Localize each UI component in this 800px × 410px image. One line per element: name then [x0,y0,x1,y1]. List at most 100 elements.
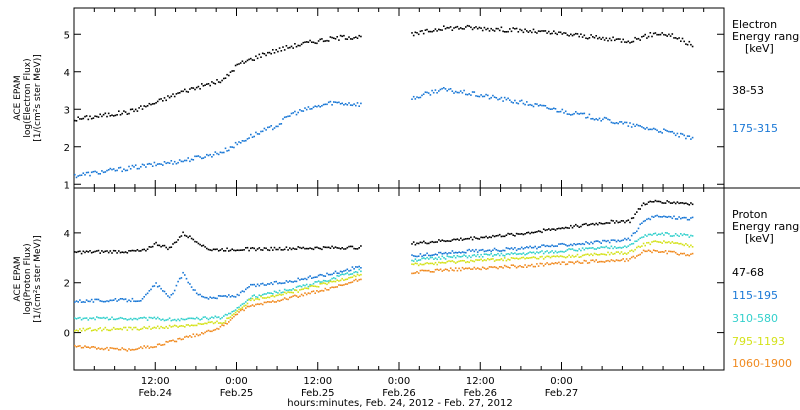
proton-data-point [502,249,504,252]
electron-data-point [245,139,247,142]
proton-data-point [658,215,660,218]
proton-data-point [554,245,557,247]
proton-data-point [326,280,328,283]
proton-data-point [290,280,293,283]
electron-data-point [563,112,565,114]
proton-data-point [674,233,677,235]
electron-data-point [214,83,217,85]
proton-data-point [251,295,254,297]
proton-data-point [463,260,465,262]
proton-data-point [630,243,633,245]
electron-data-point [297,111,299,114]
proton-data-point [507,232,509,235]
electron-data-point [248,58,250,61]
proton-data-point [688,204,691,206]
proton-data-point [92,301,95,303]
proton-data-point [468,248,470,251]
electron-data-point [564,32,567,34]
electron-data-point [478,26,481,29]
proton-data-point [519,265,521,267]
electron-data-point [473,27,476,29]
proton-data-point [234,296,237,298]
proton-data-point [187,317,189,320]
electron-data-point [297,44,299,47]
proton-data-point [96,348,98,350]
electron-data-point [89,115,91,118]
proton-data-point [414,255,417,258]
proton-data-point [138,347,140,349]
proton-data-point [101,347,103,350]
x-tick-time-label: 12:00 [141,376,170,387]
proton-data-point [214,248,217,251]
proton-data-point [327,289,330,291]
proton-data-point [280,299,283,301]
proton-data-point [661,242,663,244]
proton-data-point [534,252,536,255]
proton-data-point [246,246,249,249]
proton-data-point [233,313,235,315]
proton-data-point [646,250,648,253]
proton-data-point [236,307,239,309]
proton-data-point [556,255,558,257]
electron-data-point [615,122,618,124]
proton-data-point [129,317,132,320]
proton-data-point [608,260,611,263]
proton-data-point [124,298,127,300]
proton-data-point [194,335,196,338]
proton-data-point [456,261,459,263]
electron-data-point [625,121,628,124]
proton-data-point [226,296,228,298]
electron-data-point [615,38,618,40]
electron-data-point [285,45,288,47]
proton-data-point [263,247,266,249]
electron-data-point [481,95,484,98]
proton-data-point [197,334,200,337]
proton-data-point [473,236,476,238]
proton-data-point [85,346,88,348]
electron-data-point [148,162,151,165]
proton-data-point [321,281,323,283]
electron-data-point [199,156,201,158]
proton-data-point [219,249,222,251]
proton-data-point [319,283,321,285]
electron-data-point [493,96,496,98]
electron-data-point [515,27,518,30]
electron-data-point [148,102,151,105]
proton-data-point [475,268,477,270]
proton-data-point [92,251,95,253]
proton-data-point [608,253,611,256]
electron-data-point [478,95,481,98]
proton-data-point [160,325,162,328]
proton-data-point [424,269,427,272]
proton-data-point [497,234,499,237]
proton-data-point [683,202,685,205]
proton-data-point [498,259,501,261]
proton-data-point [602,239,604,242]
proton-data-point [309,275,311,277]
proton-data-point [224,322,227,324]
proton-data-point [224,320,227,322]
electron-data-point [546,107,548,109]
proton-data-point [461,251,464,253]
proton-data-point [476,267,479,269]
proton-data-point [102,348,105,351]
proton-data-point [109,329,112,332]
electron-data-point [471,91,474,93]
electron-data-point [97,173,100,175]
proton-data-point [358,265,360,268]
proton-data-point [201,245,203,247]
electron-legend-title: Electron [732,18,777,31]
proton-data-point [358,268,360,271]
proton-data-point [316,285,318,288]
electron-data-point [316,105,318,108]
electron-data-point [495,97,498,99]
proton-data-point [666,200,668,202]
proton-data-point [273,301,276,303]
proton-data-point [221,316,223,319]
proton-data-point [204,296,206,299]
proton-data-point [338,280,340,282]
proton-data-point [280,282,283,285]
proton-data-point [592,247,594,249]
electron-data-point [336,101,338,104]
electron-data-point [443,87,445,89]
